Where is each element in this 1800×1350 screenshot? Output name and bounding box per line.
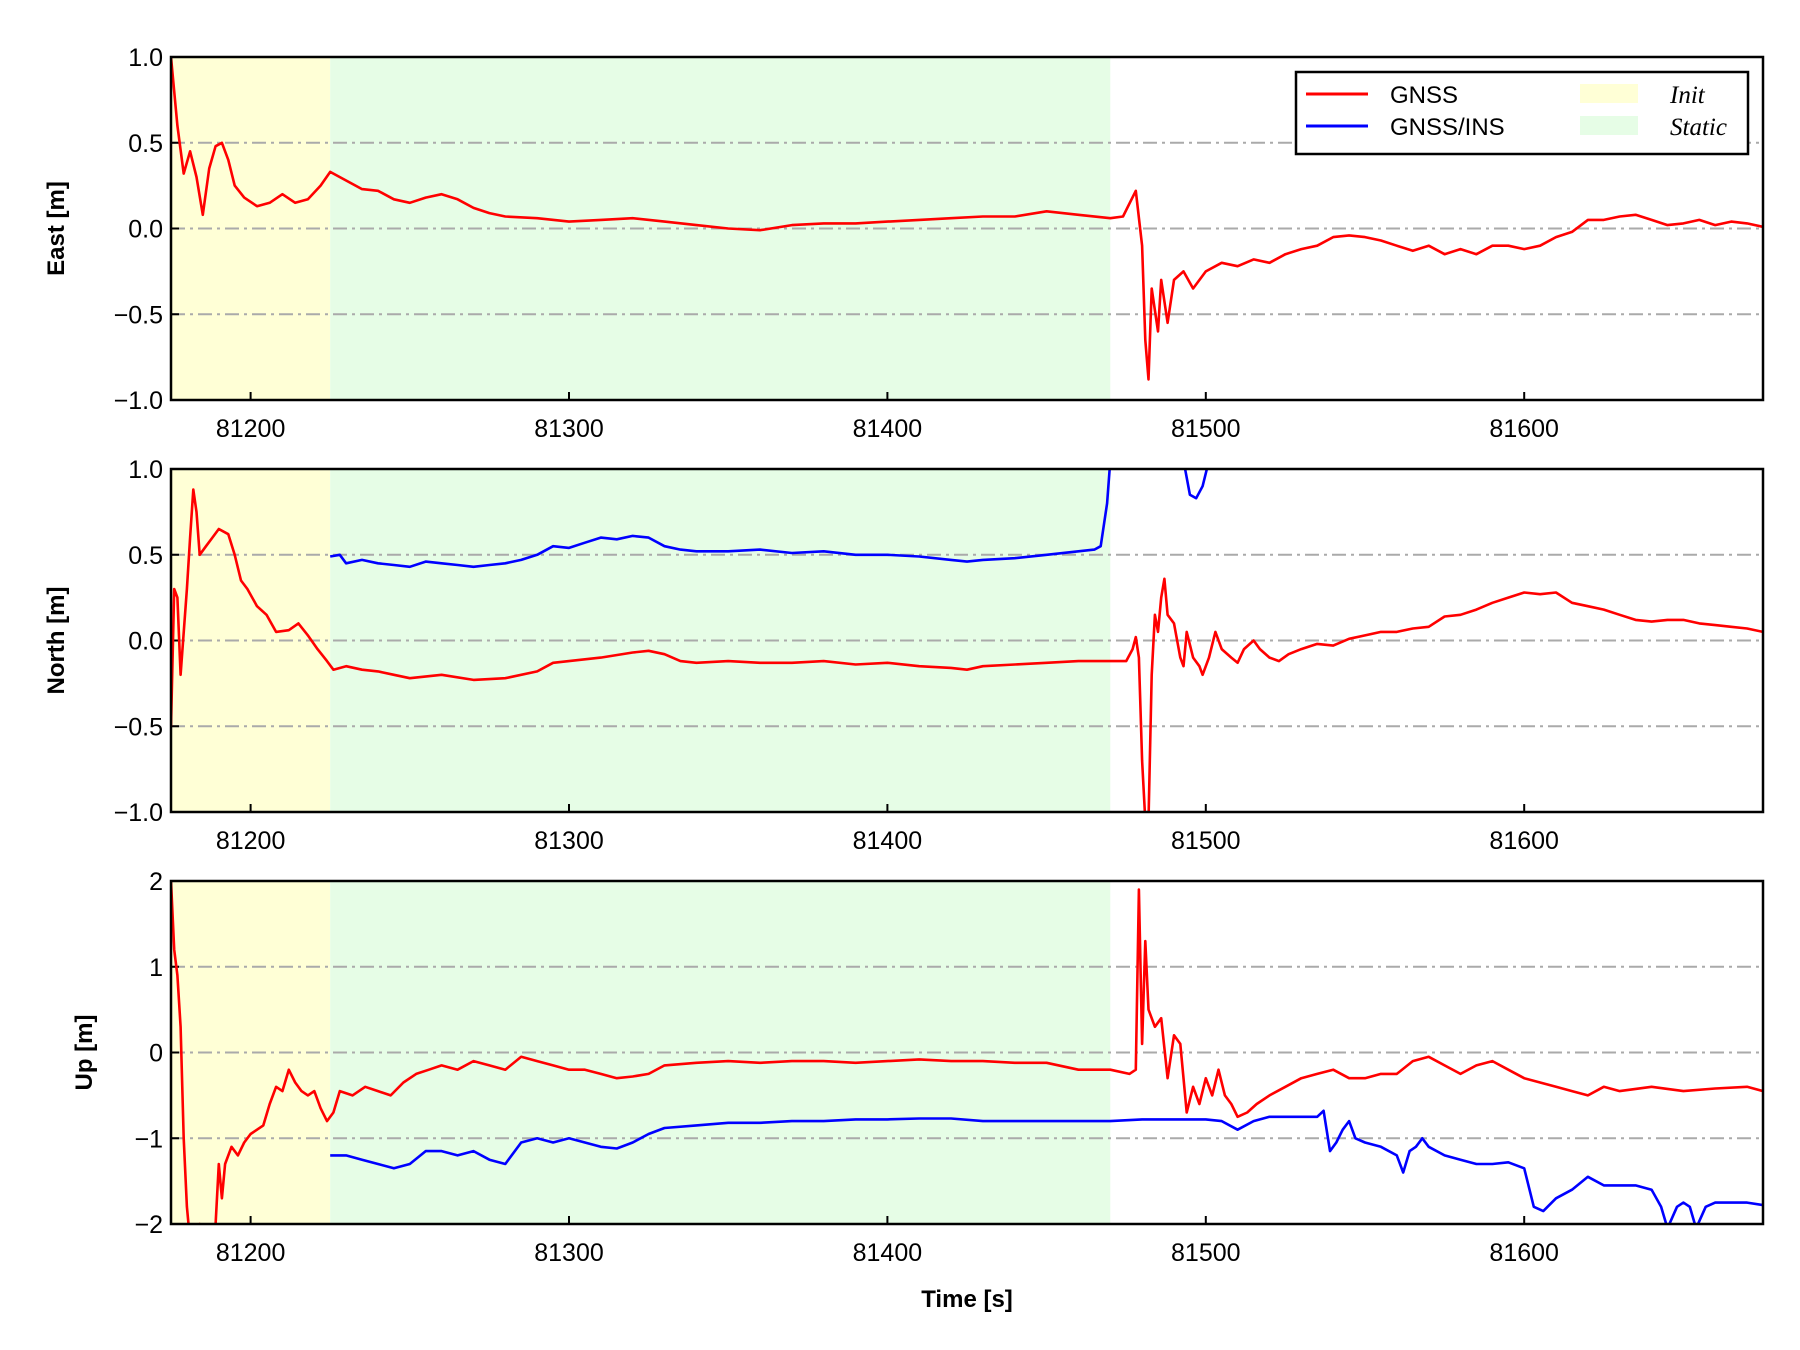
panel-north: −1.0 −0.5 0.0 0.5 1.0 81200 81300 81400 81500 816… — [43, 456, 1765, 855]
legend-label-init: Init — [1669, 82, 1706, 109]
legend-label-gnss: GNSS — [1390, 82, 1458, 109]
y-tick-label: 1 — [149, 954, 163, 982]
legend-frame — [1294, 70, 1750, 156]
y-tick-label: 0.5 — [128, 542, 163, 570]
x-tick-label: 81500 — [1171, 1239, 1241, 1267]
x-tick-label: 81400 — [853, 827, 923, 855]
y-axis-label: North [m] — [43, 587, 70, 695]
series-gnss-ins — [330, 1109, 1763, 1224]
axes-frame — [169, 55, 1765, 402]
y-tick-label: −1.0 — [114, 799, 163, 827]
region-init — [171, 881, 331, 1224]
x-tick-label: 81600 — [1489, 1239, 1559, 1267]
series-gnss — [171, 488, 1763, 812]
region-init — [171, 57, 331, 400]
y-tick-label: −0.5 — [114, 713, 163, 741]
y-tick-label: 2 — [149, 868, 163, 896]
x-tick-label: 81500 — [1171, 415, 1241, 443]
x-axis-label: Time [s] — [921, 1286, 1013, 1313]
y-tick-label: 1.0 — [128, 44, 163, 72]
axes-frame — [169, 879, 1765, 1226]
y-axis-label: East [m] — [43, 181, 70, 276]
y-tick-label: 0.5 — [128, 130, 163, 158]
legend: GNSS GNSS/INS Init Static — [1294, 70, 1750, 156]
x-tick-label: 81300 — [534, 415, 604, 443]
y-tick-label: −1 — [134, 1125, 163, 1153]
series-gnss-ins — [329, 469, 1209, 569]
x-tick-label: 81200 — [216, 827, 286, 855]
y-axis-label: Up [m] — [71, 1015, 98, 1091]
series-gnss — [171, 881, 1763, 1224]
legend-swatch-init — [1580, 84, 1638, 103]
x-tick-label: 81600 — [1489, 415, 1559, 443]
legend-swatch-static — [1580, 116, 1638, 135]
x-tick-label: 81400 — [853, 1239, 923, 1267]
y-tick-label: 0.0 — [128, 216, 163, 244]
series-gnss — [171, 57, 1763, 381]
legend-label-static: Static — [1670, 114, 1727, 141]
x-tick-label: 81500 — [1171, 827, 1241, 855]
panel-up: −2 −1 0 1 2 81200 81300 81400 81500 81600 Up [m] — [71, 868, 1765, 1267]
x-tick-label: 81400 — [853, 415, 923, 443]
panel-east: −1.0 −0.5 0.0 0.5 1.0 81200 81300 81400 81500 816… — [43, 44, 1765, 443]
x-tick-label: 81600 — [1489, 827, 1559, 855]
x-tick-label: 81200 — [216, 415, 286, 443]
y-tick-label: 1.0 — [128, 456, 163, 484]
x-tick-label: 81300 — [534, 827, 604, 855]
x-tick-label: 81200 — [216, 1239, 286, 1267]
axes-frame — [169, 467, 1765, 814]
y-tick-label: 0 — [149, 1040, 163, 1068]
y-tick-label: 0.0 — [128, 628, 163, 656]
y-tick-label: −2 — [134, 1211, 163, 1239]
x-tick-label: 81300 — [534, 1239, 604, 1267]
y-tick-label: −1.0 — [114, 387, 163, 415]
legend-label-gnss-ins: GNSS/INS — [1390, 114, 1505, 141]
y-tick-label: −0.5 — [114, 301, 163, 329]
